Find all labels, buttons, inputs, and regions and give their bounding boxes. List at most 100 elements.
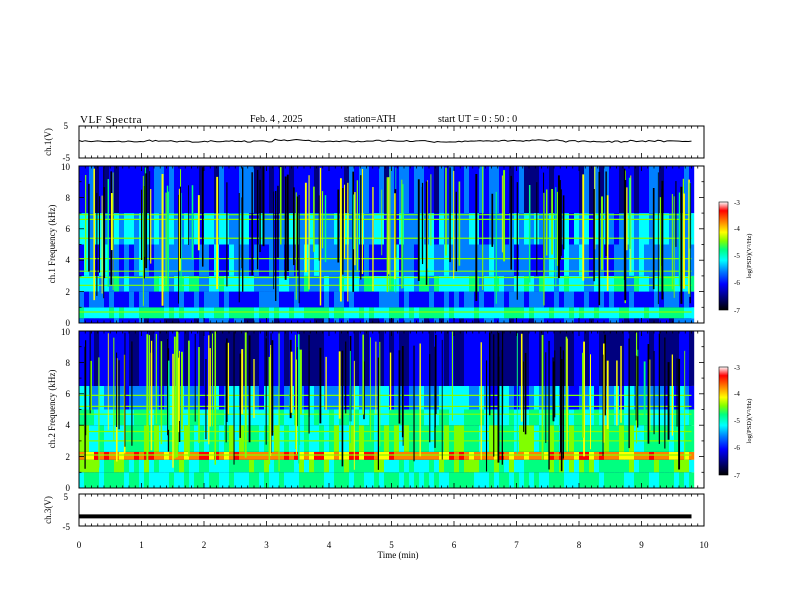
spectrogram-cell <box>604 244 610 276</box>
spectrogram-cell <box>459 244 465 276</box>
spectrogram-cell <box>134 385 140 410</box>
spectrogram-cell <box>384 459 390 473</box>
spectrogram-cell <box>609 472 615 488</box>
spectrogram-cell <box>149 451 155 460</box>
spectrogram-cell <box>544 275 550 292</box>
spectrogram-cell <box>504 385 510 410</box>
spectrogram-cell <box>499 244 505 276</box>
spectrogram-cell <box>649 472 655 488</box>
spectrogram-cell <box>289 166 295 214</box>
spectrogram-cell <box>404 385 410 410</box>
spectrogram-cell <box>179 291 185 308</box>
spectrogram-cell <box>149 459 155 473</box>
spectrogram-cell <box>479 213 485 245</box>
spectrogram-cell <box>204 318 210 323</box>
spectrogram-cell <box>629 275 635 292</box>
spectrogram-cell <box>484 166 490 214</box>
spectrogram-cell <box>364 166 370 214</box>
spectrogram-cell <box>504 331 510 386</box>
spectrogram-cell <box>664 331 670 386</box>
spectrogram-cell <box>209 425 215 452</box>
spectrogram-cell <box>384 291 390 308</box>
ch1-cb-tick-m6: -6 <box>734 279 740 287</box>
spectrogram-cell <box>399 331 405 386</box>
spectrogram-cell <box>669 409 675 426</box>
spectrogram-cell <box>559 472 565 488</box>
spectrogram-cell <box>284 409 290 426</box>
spectrogram-cell <box>259 166 265 214</box>
spectrogram-cell <box>654 385 660 410</box>
spectrogram-cell <box>249 275 255 292</box>
spectrogram-cell <box>429 451 435 460</box>
spectrogram-cell <box>344 291 350 308</box>
spectrogram-cell <box>269 472 275 488</box>
spectrogram-cell <box>84 425 90 452</box>
spectrogram-cell <box>464 213 470 245</box>
spectrogram-cell <box>664 385 670 410</box>
spectrogram-cell <box>684 166 690 214</box>
spectrogram-cell <box>319 213 325 245</box>
spectrogram-cell <box>234 244 240 276</box>
spectrogram-cell <box>299 291 305 308</box>
spectrogram-cell <box>119 213 125 245</box>
spectrogram-cell <box>689 425 695 452</box>
spectrogram-cell <box>464 409 470 426</box>
spectrogram-cell <box>524 331 530 386</box>
spectrogram-cell <box>264 213 270 245</box>
spectrogram-cell <box>124 472 130 488</box>
spectrogram-cell <box>259 275 265 292</box>
spectrogram-cell <box>524 166 530 214</box>
spectrogram-cell <box>249 318 255 323</box>
spectrogram-cell <box>559 275 565 292</box>
spectrogram-cell <box>614 459 620 473</box>
spectrogram-cell <box>674 425 680 452</box>
x-tick-label: 10 <box>700 540 710 550</box>
spectrogram-cell <box>299 166 305 214</box>
spectrogram-cell <box>689 291 695 308</box>
spectrogram-cell <box>529 244 535 276</box>
spectrogram-cell <box>624 459 630 473</box>
spectrogram-cell <box>374 451 380 460</box>
spectrogram-cell <box>669 291 675 308</box>
spectrogram-cell <box>354 213 360 245</box>
spectrogram-cell <box>579 472 585 488</box>
spectrogram-cell <box>289 307 295 319</box>
spectrogram-cell <box>304 459 310 473</box>
spectrogram-cell <box>654 331 660 386</box>
spectrogram-cell <box>279 318 285 323</box>
spectrogram-cell <box>254 385 260 410</box>
spectrogram-cell <box>589 385 595 410</box>
spectrogram-cell <box>189 409 195 426</box>
spectrogram-cell <box>379 244 385 276</box>
spectrogram-cell <box>79 385 85 410</box>
spectrogram-cell <box>419 425 425 452</box>
spectrogram-cell <box>409 451 415 460</box>
spectrogram-cell <box>619 318 625 323</box>
spectrogram-cell <box>194 213 200 245</box>
spectrogram-cell <box>154 275 160 292</box>
spectrogram-cell <box>124 318 130 323</box>
spectrogram-cell <box>464 166 470 214</box>
spectrogram-cell <box>494 331 500 386</box>
spectrogram-cell <box>459 472 465 488</box>
spectrogram-cell <box>564 307 570 319</box>
spectrogram-cell <box>229 331 235 386</box>
spectrogram-cell <box>549 331 555 386</box>
spectrogram-cell <box>174 213 180 245</box>
spectrogram-cell <box>254 275 260 292</box>
spectrogram-cell <box>469 275 475 292</box>
spectrogram-cell <box>554 472 560 488</box>
spectrogram-cell <box>204 472 210 488</box>
spectrogram-cell <box>644 409 650 426</box>
spectrogram-cell <box>684 213 690 245</box>
spectrogram-cell <box>669 244 675 276</box>
spectrogram-cell <box>374 425 380 452</box>
spectrogram-cell <box>104 291 110 308</box>
spectrogram-cell <box>84 472 90 488</box>
spectrogram-cell <box>539 425 545 452</box>
spectrogram-cell <box>329 385 335 410</box>
spectrogram-cell <box>79 451 85 460</box>
spectrogram-cell <box>94 451 100 460</box>
spectrogram-cell <box>684 291 690 308</box>
spectrogram-cell <box>209 318 215 323</box>
